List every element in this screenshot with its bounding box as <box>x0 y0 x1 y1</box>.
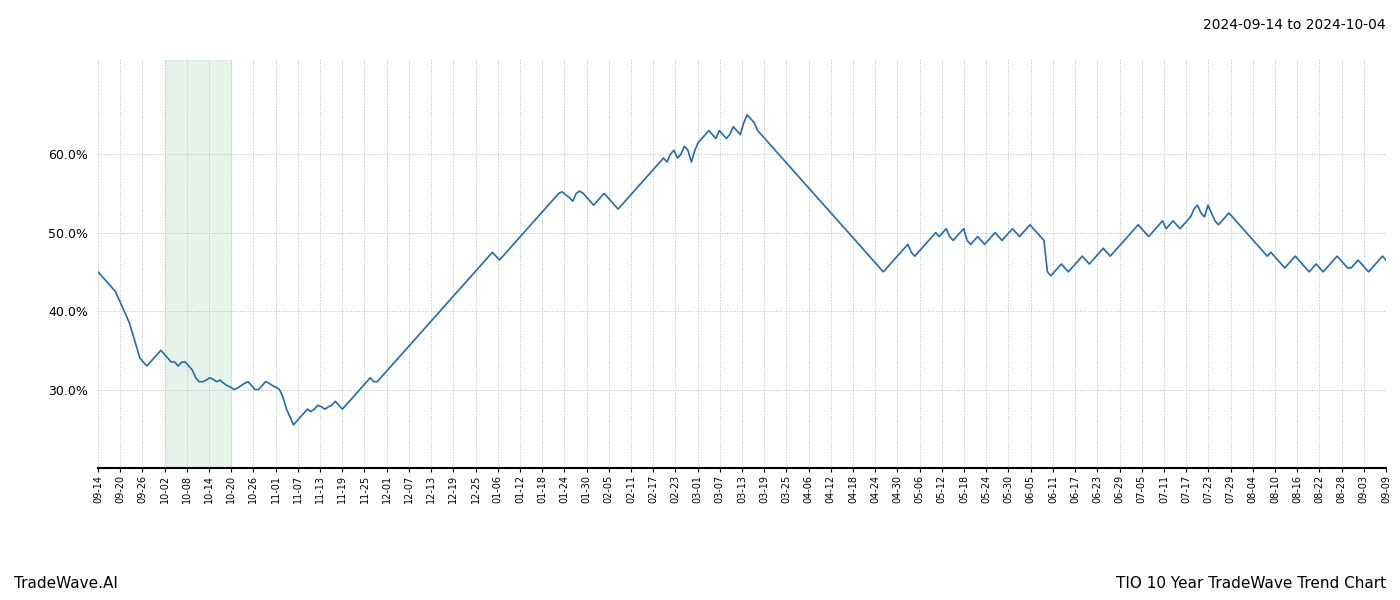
Text: 2024-09-14 to 2024-10-04: 2024-09-14 to 2024-10-04 <box>1204 18 1386 32</box>
Text: TIO 10 Year TradeWave Trend Chart: TIO 10 Year TradeWave Trend Chart <box>1116 576 1386 591</box>
Bar <box>165 60 231 468</box>
Text: TradeWave.AI: TradeWave.AI <box>14 576 118 591</box>
